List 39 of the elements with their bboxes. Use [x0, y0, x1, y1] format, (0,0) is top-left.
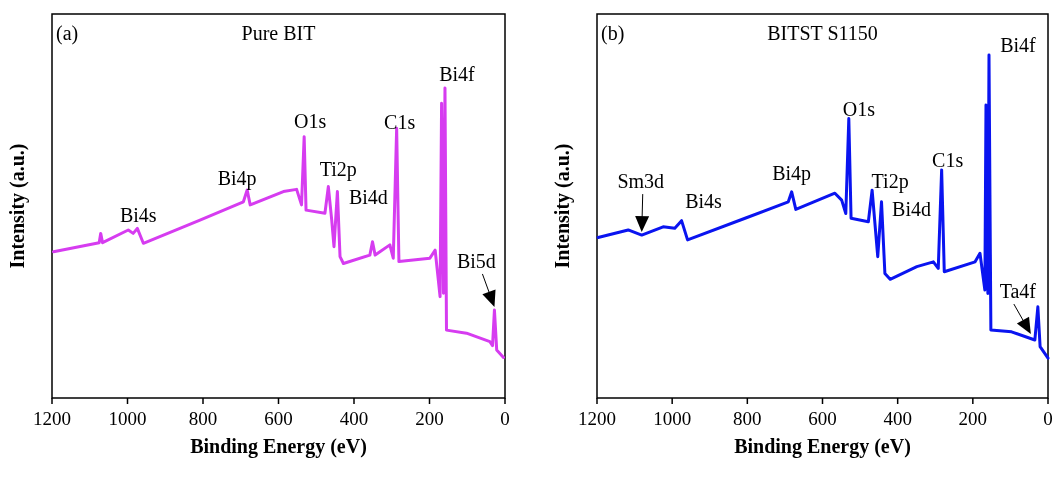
annotation: Bi4s: [119, 204, 157, 227]
x-tick-label: 1200: [33, 408, 71, 429]
annotation: Bi4s: [685, 189, 723, 212]
annotation: Sm3d: [617, 170, 665, 193]
annotation: Ti2p: [319, 157, 357, 181]
annotation: Ti2p: [871, 170, 909, 194]
annotation: Bi4d: [892, 197, 931, 220]
annotation: C1s: [932, 148, 964, 171]
x-tick-label: 1000: [653, 408, 692, 429]
x-tick-label: 800: [733, 408, 762, 429]
x-tick-label: 600: [264, 408, 293, 429]
x-tick-label: 1000: [108, 408, 147, 429]
x-tick-label: 0: [1043, 408, 1053, 429]
annotation: Bi4d: [348, 185, 388, 208]
text: (b): [601, 22, 625, 45]
annotation: Bi4f: [1000, 34, 1037, 56]
x-axis-title: Binding Energy (eV): [734, 435, 911, 458]
x-tick-label: 600: [808, 408, 837, 429]
annotation: C1s: [384, 111, 416, 134]
annotation: Bi4p: [772, 161, 812, 185]
chart-title: Pure BIT: [241, 22, 316, 44]
x-tick-label: 200: [415, 408, 444, 429]
x-tick-label: 400: [339, 408, 369, 429]
annotation: O1s: [294, 109, 327, 132]
y-axis-title: Intensity (a.u.): [6, 143, 29, 269]
annotation: Bi4f: [439, 63, 476, 85]
x-axis-title: Binding Energy (eV): [190, 435, 367, 458]
x-tick-label: 200: [958, 408, 988, 429]
y-axis-title: Intensity (a.u.): [551, 143, 574, 269]
annotation: O1s: [842, 98, 876, 121]
x-tick-label: 1200: [578, 408, 616, 429]
x-tick-label: 800: [188, 408, 218, 429]
annotation: Bi5d: [456, 249, 496, 272]
text: (a): [56, 22, 79, 45]
chart-title: BITST S1150: [767, 22, 878, 44]
x-tick-label: 0: [500, 408, 510, 429]
annotation: Ta4f: [999, 280, 1037, 303]
x-tick-label: 400: [883, 408, 912, 429]
annotation: Bi4p: [217, 166, 257, 190]
